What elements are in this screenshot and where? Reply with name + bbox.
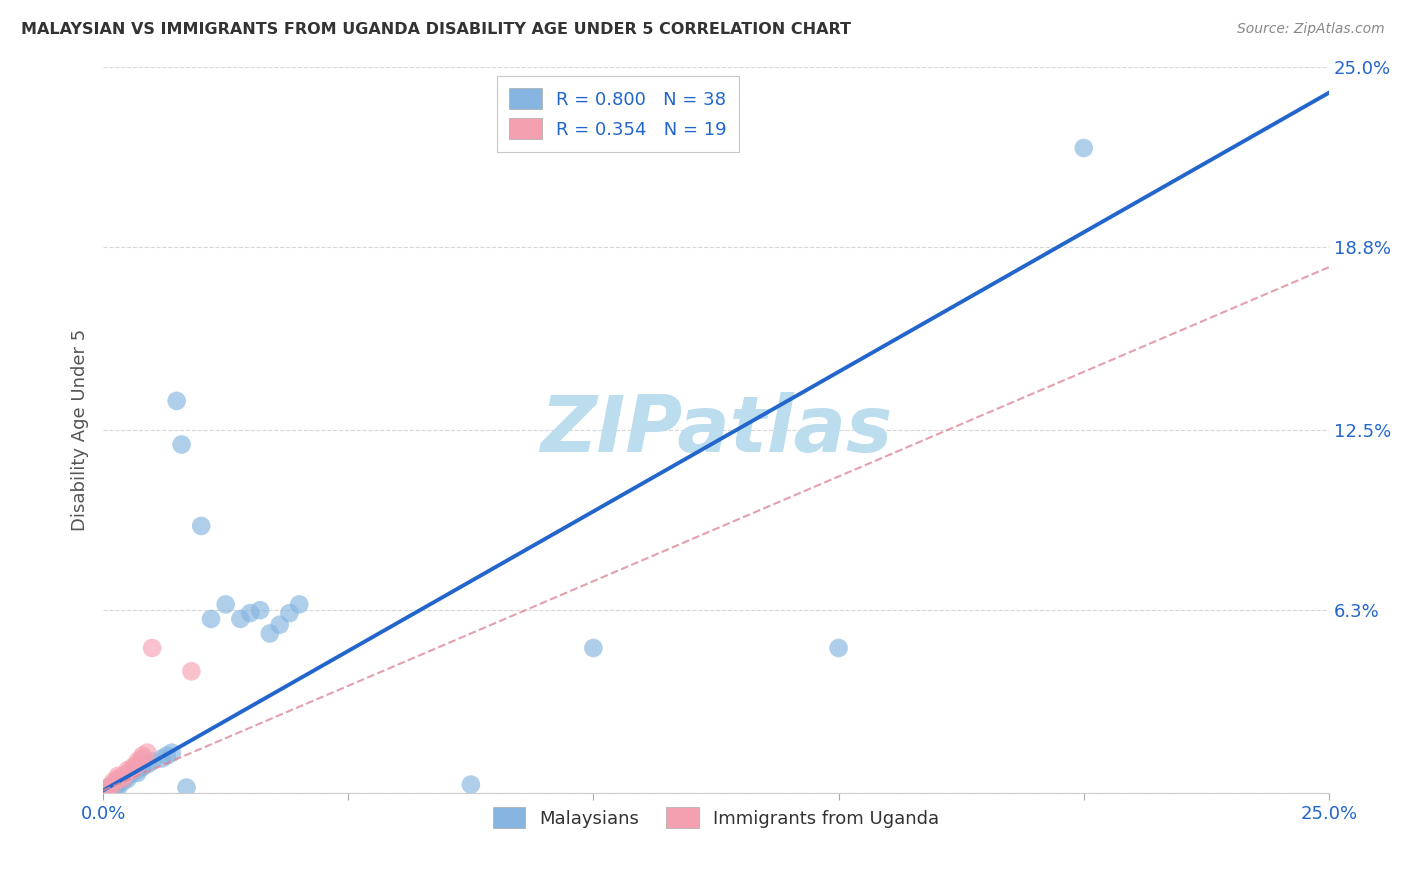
Point [127,766,149,780]
Point [278,606,301,620]
Point [101,780,124,795]
Point [121,763,143,777]
Point [200,612,222,626]
Point [107,774,129,789]
Text: ZIPatlas: ZIPatlas [540,392,893,468]
Point [460,778,482,792]
Point [117,772,139,786]
Point [215,598,238,612]
Point [97,780,120,795]
Point [141,640,163,655]
Point [111,769,134,783]
Point [582,640,605,655]
Point [150,751,173,765]
Point [131,751,153,765]
Point [127,763,149,777]
Point [107,778,129,792]
Point [170,437,193,451]
Text: MALAYSIAN VS IMMIGRANTS FROM UGANDA DISABILITY AGE UNDER 5 CORRELATION CHART: MALAYSIAN VS IMMIGRANTS FROM UGANDA DISA… [21,22,851,37]
Point [136,757,159,772]
Point [117,763,139,777]
Point [156,748,179,763]
Point [190,519,212,533]
Point [97,783,120,797]
Point [107,780,129,795]
Point [141,755,163,769]
Legend: Malaysians, Immigrants from Uganda: Malaysians, Immigrants from Uganda [485,800,946,835]
Point [97,783,120,797]
Point [121,763,143,777]
Point [101,774,124,789]
Point [107,772,129,786]
Point [97,780,120,795]
Point [166,393,188,408]
Point [111,772,134,786]
Point [180,665,202,679]
Point [127,757,149,772]
Point [121,766,143,780]
Point [101,778,124,792]
Point [269,617,291,632]
Point [107,769,129,783]
Point [288,598,311,612]
Point [101,778,124,792]
Point [131,760,153,774]
Point [239,606,262,620]
Point [136,746,159,760]
Text: Source: ZipAtlas.com: Source: ZipAtlas.com [1237,22,1385,37]
Point [176,780,198,795]
Point [121,760,143,774]
Point [259,626,281,640]
Point [117,766,139,780]
Point [111,772,134,786]
Point [160,746,183,760]
Point [127,755,149,769]
Point [827,640,849,655]
Point [131,748,153,763]
Y-axis label: Disability Age Under 5: Disability Age Under 5 [72,329,89,531]
Point [1073,141,1095,155]
Point [117,769,139,783]
Point [249,603,271,617]
Point [111,774,134,789]
Point [229,612,252,626]
